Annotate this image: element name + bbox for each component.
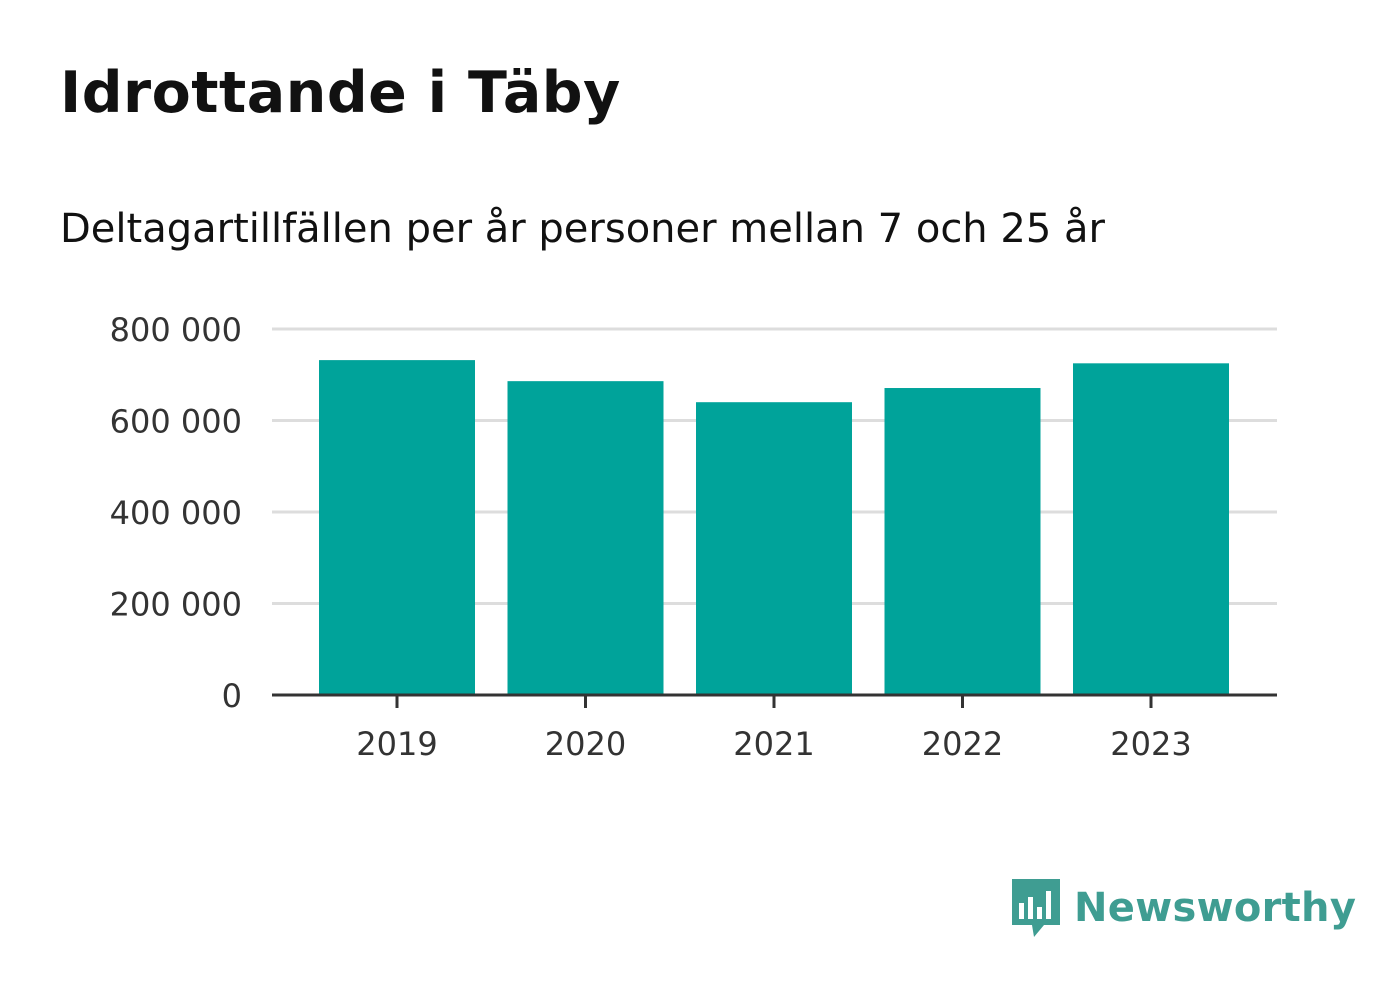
y-tick-label: 200 000 — [110, 586, 242, 624]
bar-2023 — [1073, 363, 1229, 695]
y-tick-label: 600 000 — [110, 403, 242, 441]
x-tick-labels: 2019 2020 2021 2022 2023 — [356, 725, 1191, 763]
x-tick-label: 2019 — [356, 725, 437, 763]
x-tick-label: 2022 — [922, 725, 1003, 763]
bar-2019 — [319, 360, 475, 695]
bar-2020 — [507, 381, 664, 695]
y-tick-label: 400 000 — [110, 494, 242, 532]
x-tick-label: 2023 — [1110, 725, 1191, 763]
bar-2022 — [884, 388, 1041, 695]
newsworthy-logo-icon — [1012, 879, 1060, 937]
brand-logo: Newsworthy — [1010, 876, 1356, 940]
y-tick-label: 800 000 — [110, 311, 242, 349]
chart-title: Idrottande i Täby — [60, 60, 621, 126]
bar-2021 — [696, 402, 852, 695]
y-tick-labels: 0 200 000 400 000 600 000 800 000 — [110, 311, 242, 715]
x-axis — [272, 693, 1277, 708]
y-tick-label: 0 — [222, 677, 242, 715]
x-tick-label: 2020 — [545, 725, 626, 763]
bars — [319, 360, 1229, 695]
x-tick-label: 2021 — [733, 725, 814, 763]
brand-name: Newsworthy — [1074, 885, 1357, 931]
chart-subtitle: Deltagartillfällen per år personer mella… — [60, 206, 1105, 252]
